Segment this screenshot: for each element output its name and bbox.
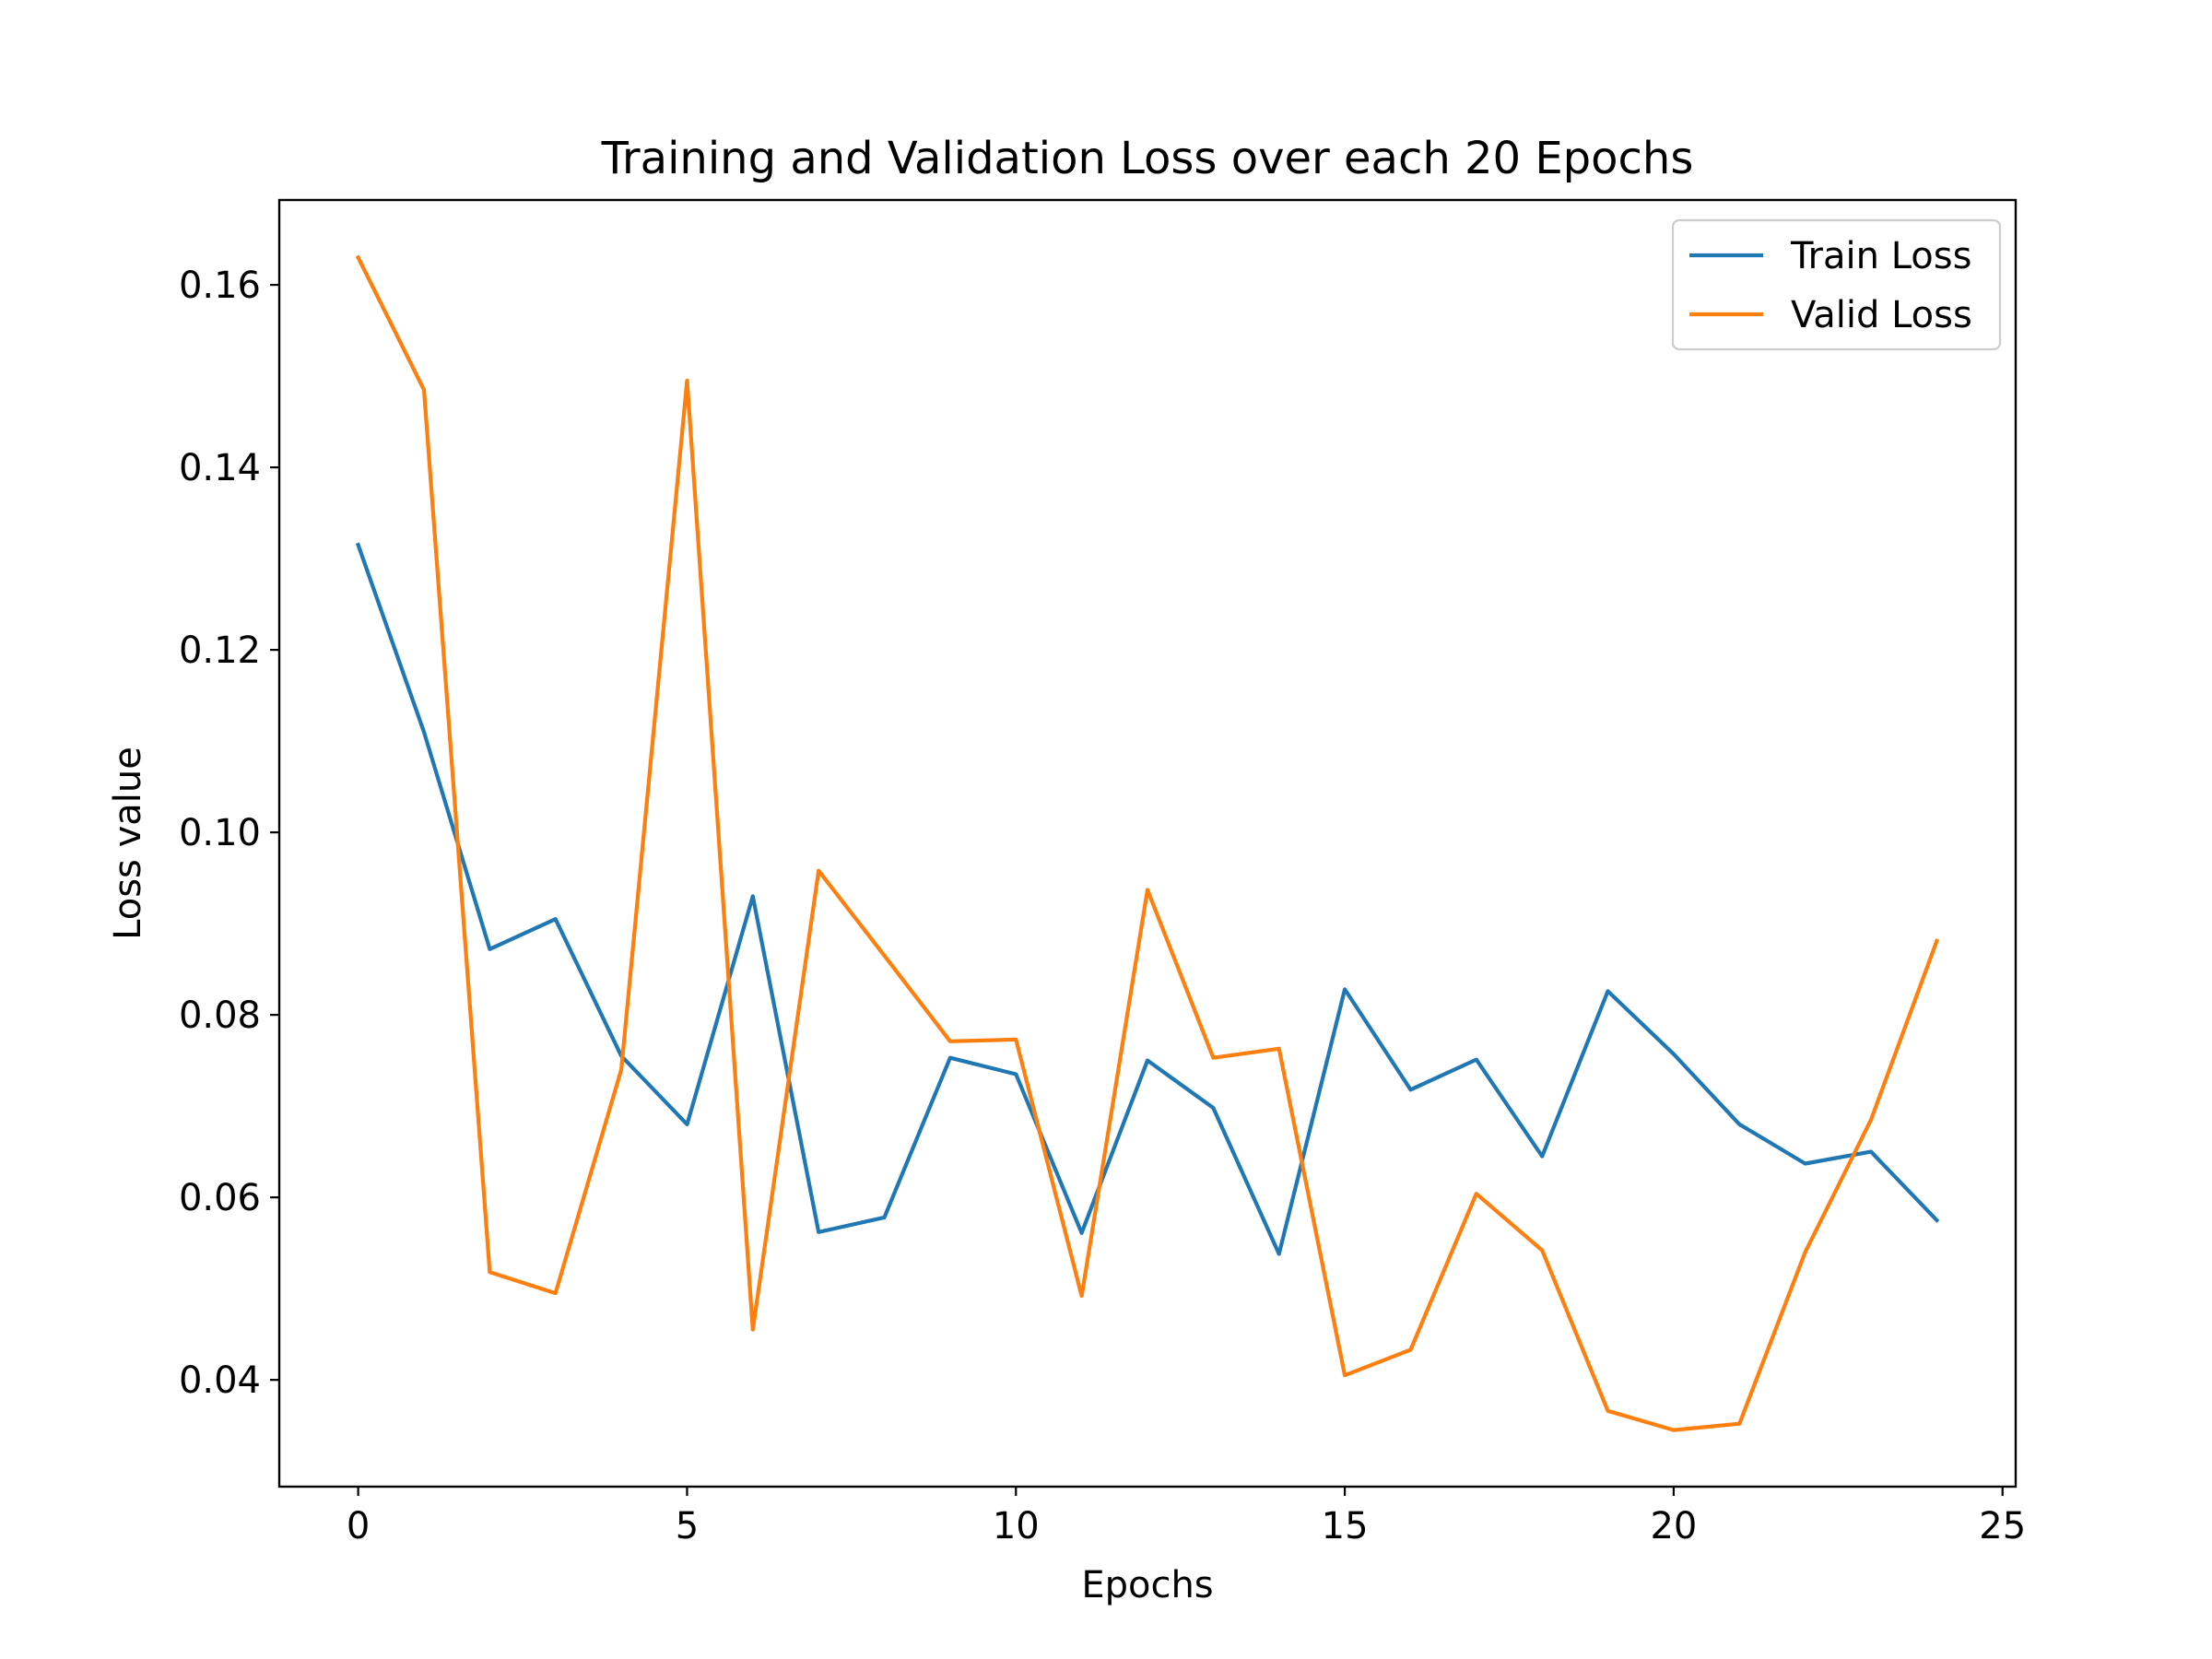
- x-tick-label: 20: [1650, 1505, 1697, 1547]
- x-tick-label: 0: [347, 1505, 370, 1547]
- y-tick-label: 0.10: [179, 812, 261, 854]
- legend: Train Loss Valid Loss: [1671, 218, 2002, 351]
- x-axis-label: Epochs: [1081, 1564, 1213, 1606]
- legend-label-valid-loss: Valid Loss: [1791, 294, 1972, 336]
- x-tick-label: 25: [1979, 1505, 2026, 1547]
- y-tick-label: 0.04: [179, 1359, 261, 1402]
- y-tick-label: 0.08: [179, 994, 261, 1037]
- y-tick-label: 0.06: [179, 1177, 261, 1219]
- x-tick-label: 5: [676, 1505, 699, 1547]
- axes-frame: [277, 198, 2018, 1488]
- chart-title: Training and Validation Loss over each 2…: [601, 133, 1694, 184]
- x-tick-label: 15: [1322, 1505, 1369, 1547]
- x-tick-label: 10: [993, 1505, 1040, 1547]
- series-line-valid-loss: [355, 254, 1940, 1432]
- legend-box: [1671, 218, 2002, 351]
- y-tick-label: 0.14: [179, 447, 261, 489]
- plot-area: 0 5 10 15 20 25 0.04 0.06 0.08 0.10 0.12 0.14 0.16: [179, 198, 2026, 1547]
- legend-label-train-loss: Train Loss: [1790, 235, 1971, 277]
- y-tick-label: 0.16: [179, 265, 261, 307]
- y-tick-label: 0.12: [179, 629, 261, 672]
- y-axis-label: Loss value: [107, 747, 149, 940]
